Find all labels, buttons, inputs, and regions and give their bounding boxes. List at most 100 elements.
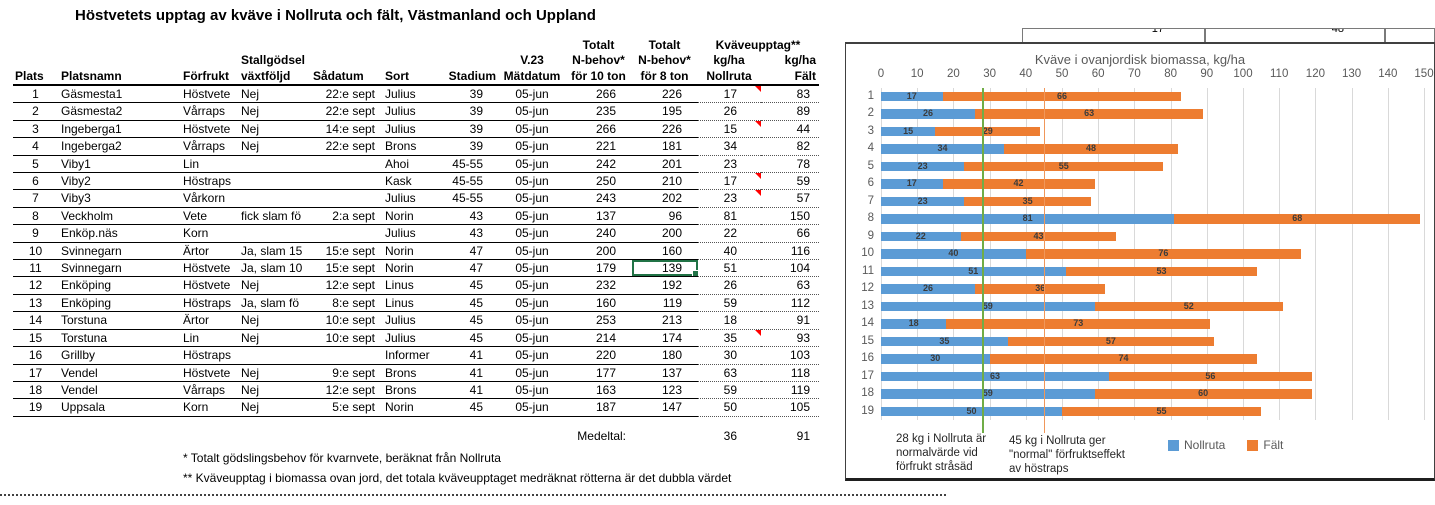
cell-stadium[interactable]: 45 [443, 276, 499, 295]
cell-nollruta[interactable]: 23 [698, 189, 761, 208]
cell-sort[interactable]: Norin [383, 259, 443, 278]
cell-plats[interactable]: 14 [13, 311, 59, 330]
bar-nollruta[interactable]: 40 [881, 248, 1026, 259]
cell-sadatum[interactable]: 10:e sept [311, 329, 383, 348]
cell-nbehov10[interactable]: 242 [566, 155, 632, 174]
cell-nbehov8[interactable]: 226 [632, 120, 698, 139]
cell-matdatum[interactable]: 05-jun [499, 224, 566, 243]
cell-nbehov10[interactable]: 240 [566, 224, 632, 243]
cell-sadatum[interactable]: 22:e sept [311, 137, 383, 156]
cell-vaxtfoljd[interactable]: Nej [239, 381, 311, 400]
cell-sort[interactable]: Kask [383, 172, 443, 191]
bar-falt[interactable]: 68 [1174, 213, 1421, 224]
cell-nbehov8[interactable]: 213 [632, 311, 698, 330]
cell-nollruta[interactable]: 15 [698, 120, 761, 139]
cell-nbehov8[interactable]: 139 [632, 259, 698, 278]
bar-nollruta[interactable]: 51 [881, 266, 1066, 277]
cell-nbehov8[interactable]: 123 [632, 381, 698, 400]
bar-nollruta[interactable]: 17 [881, 91, 943, 102]
cell-matdatum[interactable]: 05-jun [499, 294, 566, 313]
bar-nollruta[interactable]: 59 [881, 301, 1095, 312]
cell-forfrukt[interactable]: Höstvete [181, 259, 239, 278]
cell-stadium[interactable]: 39 [443, 137, 499, 156]
bar-falt[interactable]: 42 [942, 178, 1095, 189]
cell-vaxtfoljd[interactable]: Nej [239, 398, 311, 417]
cell-plats[interactable]: 3 [13, 120, 59, 139]
bar-nollruta[interactable]: 18 [881, 318, 947, 329]
cell-plats[interactable]: 7 [13, 189, 59, 208]
cell-matdatum[interactable]: 05-jun [499, 207, 566, 226]
cell-vaxtfoljd[interactable] [239, 224, 311, 243]
cell-plats[interactable]: 18 [13, 381, 59, 400]
cell-nbehov10[interactable]: 266 [566, 120, 632, 139]
bar-falt[interactable]: 55 [1062, 406, 1262, 416]
cell-stadium[interactable]: 45-55 [443, 172, 499, 191]
bar-falt[interactable]: 74 [989, 353, 1258, 364]
bar-nollruta[interactable]: 81 [881, 213, 1175, 224]
cell-platsnamn[interactable]: Enköping [59, 276, 181, 295]
cell-platsnamn[interactable]: Gäsmesta2 [59, 102, 181, 121]
cell-nbehov8[interactable]: 137 [632, 364, 698, 382]
cell-plats[interactable]: 8 [13, 207, 59, 226]
bar-falt[interactable]: 63 [975, 108, 1204, 119]
cell-nbehov8[interactable]: 202 [632, 189, 698, 208]
cell-sadatum[interactable] [311, 346, 383, 365]
bar-nollruta[interactable]: 59 [881, 388, 1095, 399]
cell-nollruta[interactable]: 35 [698, 329, 761, 348]
cell-sadatum[interactable] [311, 189, 383, 208]
cell-sort[interactable]: Linus [383, 276, 443, 295]
cell-vaxtfoljd[interactable]: Ja, slam 15 [239, 242, 311, 261]
cell-sort[interactable]: Brons [383, 137, 443, 156]
cell-sort[interactable]: Julius [383, 329, 443, 348]
cell-falt[interactable]: 59 [761, 172, 819, 191]
bar-nollruta[interactable]: 26 [881, 108, 976, 119]
bar-falt[interactable]: 53 [1065, 266, 1258, 277]
cell-stadium[interactable]: 47 [443, 259, 499, 278]
bar-nollruta[interactable]: 15 [881, 126, 936, 137]
cell-vaxtfoljd[interactable]: Nej [239, 364, 311, 382]
cell-falt[interactable]: 104 [761, 259, 819, 278]
cell-platsnamn[interactable]: Ingeberga1 [59, 120, 181, 139]
cell-falt[interactable]: 91 [761, 311, 819, 330]
cell-plats[interactable]: 19 [13, 398, 59, 417]
cell-nbehov10[interactable]: 250 [566, 172, 632, 191]
cell-nollruta[interactable]: 26 [698, 276, 761, 295]
cell-vaxtfoljd[interactable] [239, 189, 311, 208]
cell-matdatum[interactable]: 05-jun [499, 85, 566, 104]
cell-matdatum[interactable]: 05-jun [499, 276, 566, 295]
cell-nbehov10[interactable]: 232 [566, 276, 632, 295]
cell-nbehov8[interactable]: 181 [632, 137, 698, 156]
cell-plats[interactable]: 10 [13, 242, 59, 261]
cell-stadium[interactable]: 45-55 [443, 189, 499, 208]
cell-vaxtfoljd[interactable]: Nej [239, 137, 311, 156]
cell-nbehov10[interactable]: 235 [566, 102, 632, 121]
cell-platsnamn[interactable]: Ingeberga2 [59, 137, 181, 156]
cell-nbehov8[interactable]: 96 [632, 207, 698, 226]
cell-sadatum[interactable]: 9:e sept [311, 364, 383, 382]
cell-stadium[interactable]: 41 [443, 364, 499, 382]
cell-nollruta[interactable]: 26 [698, 102, 761, 121]
cell-plats[interactable]: 11 [13, 259, 59, 278]
bar-nollruta[interactable]: 63 [881, 371, 1110, 382]
cell-falt[interactable]: 57 [761, 189, 819, 208]
cell-matdatum[interactable]: 05-jun [499, 259, 566, 278]
cell-vaxtfoljd[interactable]: Nej [239, 276, 311, 295]
cell-nbehov10[interactable]: 266 [566, 85, 632, 104]
cell-falt[interactable]: 118 [761, 364, 819, 382]
cell-platsnamn[interactable]: Viby3 [59, 189, 181, 208]
cell-falt[interactable]: 82 [761, 137, 819, 156]
cell-nbehov10[interactable]: 214 [566, 329, 632, 348]
cell-plats[interactable]: 17 [13, 364, 59, 382]
bar-nollruta[interactable]: 23 [881, 196, 965, 207]
cell-forfrukt[interactable]: Höstraps [181, 294, 239, 313]
cell-nollruta[interactable]: 30 [698, 346, 761, 365]
cell-plats[interactable]: 5 [13, 155, 59, 174]
cell-sort[interactable]: Julius [383, 120, 443, 139]
cell-matdatum[interactable]: 05-jun [499, 120, 566, 139]
cell-forfrukt[interactable]: Korn [181, 398, 239, 417]
cell-matdatum[interactable]: 05-jun [499, 189, 566, 208]
cell-sort[interactable]: Julius [383, 224, 443, 243]
cell-sadatum[interactable]: 22:e sept [311, 85, 383, 104]
cell-sadatum[interactable]: 15:e sept [311, 242, 383, 261]
cell-matdatum[interactable]: 05-jun [499, 398, 566, 417]
